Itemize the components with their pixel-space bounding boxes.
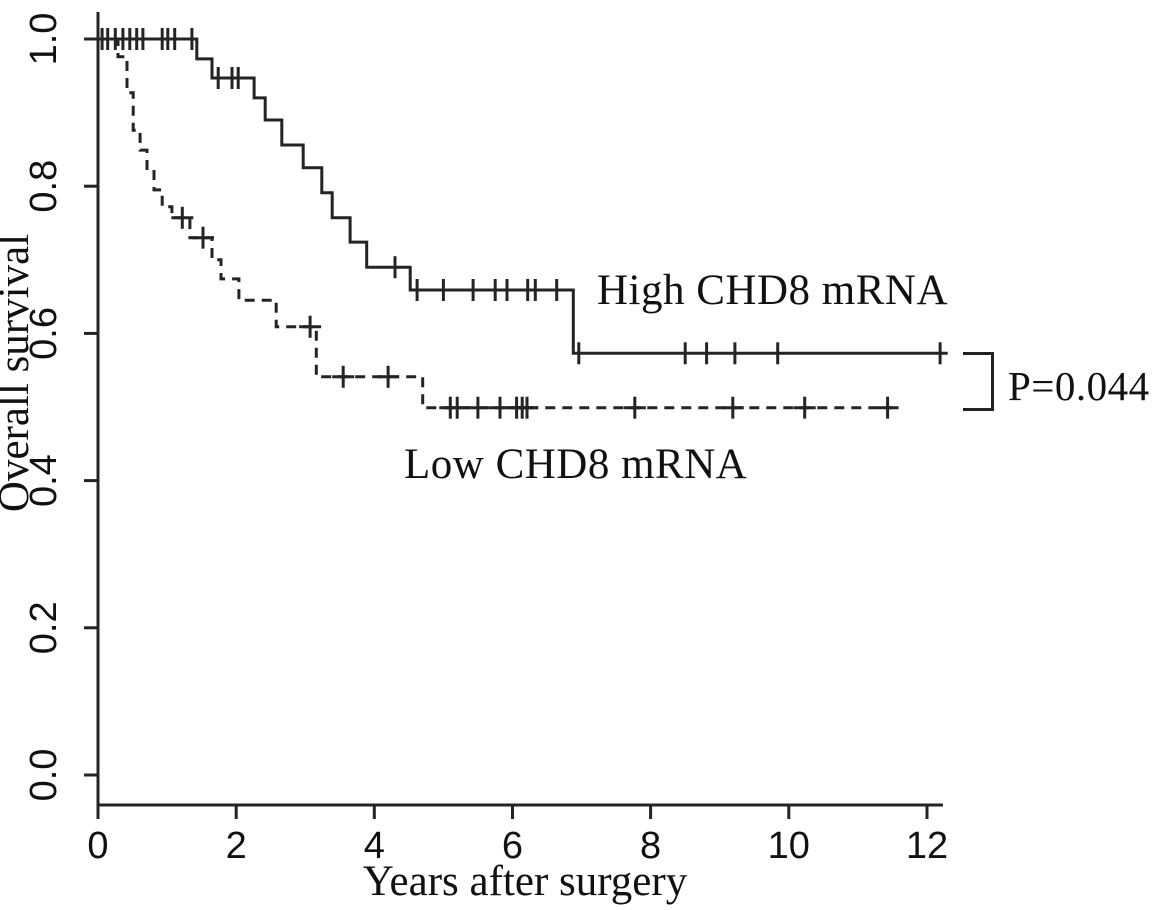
y-tick-label: 0.8: [23, 160, 65, 213]
axes: [84, 12, 943, 819]
low-survival-curve: [98, 37, 894, 410]
y-tick-label: 0.4: [23, 454, 65, 507]
x-axis-title: Years after surgery: [363, 858, 688, 905]
y-axis-title: Overall survival: [0, 234, 38, 512]
high-series-label: High CHD8 mRNA: [597, 267, 949, 314]
x-tick-label: 4: [364, 825, 385, 867]
y-tick-label: 0.2: [23, 601, 65, 654]
pvalue-bracket: [963, 352, 994, 411]
x-tick-label: 6: [502, 825, 523, 867]
x-tick-label: 12: [906, 825, 948, 867]
y-tick-label: 1.0: [23, 13, 65, 66]
y-tick-label: 0.0: [23, 749, 65, 802]
tick-labels: 0 2 4 6 8 10 12 0.0 0.2 0.4 0.6 0.8 1.0: [23, 13, 948, 867]
x-tick-label: 0: [87, 825, 108, 867]
x-tick-label: 10: [768, 825, 810, 867]
y-tick-label: 0.6: [23, 307, 65, 360]
low-censor-marks: [171, 206, 899, 419]
high-censor-marks: [100, 28, 942, 365]
x-tick-label: 8: [640, 825, 661, 867]
pvalue-label: P=0.044: [1008, 363, 1150, 409]
low-series-label: Low CHD8 mRNA: [404, 441, 748, 488]
x-tick-label: 2: [226, 825, 247, 867]
